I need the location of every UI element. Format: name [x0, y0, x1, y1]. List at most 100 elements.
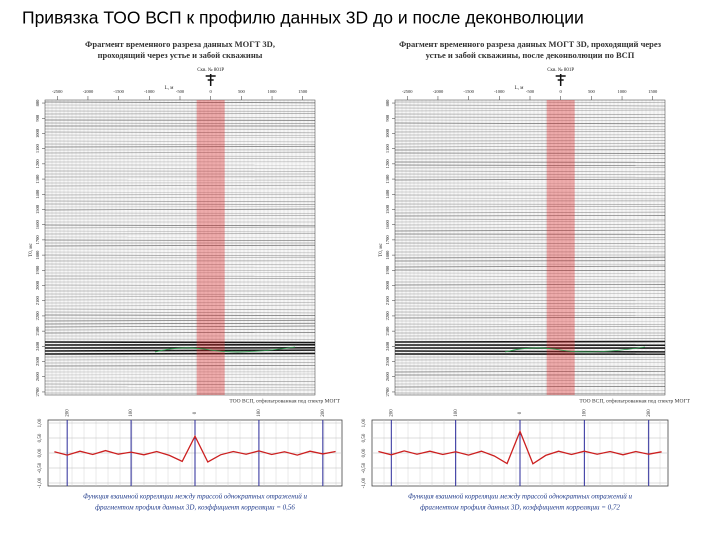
y-tick-label: 1500: [35, 204, 40, 214]
y-tick-label: 1300: [385, 174, 390, 184]
x-tick-label: 1000: [268, 89, 278, 94]
reflector: [44, 113, 316, 115]
reflector: [394, 307, 666, 310]
x-tick-label: 0: [560, 89, 563, 94]
reflector: [394, 256, 666, 259]
x-tick-label: 100: [582, 409, 587, 417]
y-tick-label: 2300: [385, 326, 390, 336]
reflector: [44, 230, 316, 233]
correlation-caption: Функция взаимной корреляции между трассо…: [408, 493, 633, 501]
x-tick-label: -2000: [83, 89, 94, 94]
reflector: [44, 383, 316, 386]
x-tick-label: 0: [518, 411, 523, 414]
reflector: [394, 272, 666, 274]
y-tick-label: 0,50: [362, 433, 367, 442]
y-tick-label: -0,50: [362, 462, 367, 473]
y-tick-label: 2500: [35, 356, 40, 366]
reflector: [44, 244, 316, 247]
reflector: [394, 197, 666, 200]
reflector: [44, 140, 316, 143]
y-tick-label: 1,00: [38, 418, 43, 427]
reflector: [394, 128, 666, 131]
x-tick-label: -2000: [433, 89, 444, 94]
reflector: [394, 314, 666, 317]
x-tick-label: -1000: [494, 89, 505, 94]
reflector: [44, 134, 316, 137]
reflector: [44, 311, 316, 314]
reflector: [44, 107, 316, 109]
x-tick-label: 100: [257, 409, 262, 417]
reflector: [394, 229, 666, 232]
reflector: [44, 122, 316, 124]
x-tick-label: 200: [321, 409, 326, 417]
well-label: Скв. № 801Р: [547, 67, 574, 73]
y-tick-label: 2400: [385, 341, 390, 351]
panel-heading: устье и забой скважины, после деконволюц…: [426, 50, 635, 60]
reflector: [394, 109, 666, 112]
reflector: [394, 164, 666, 166]
reflector: [394, 247, 666, 250]
reflector: [394, 302, 666, 305]
y-tick-label: 2400: [35, 341, 40, 351]
y-tick-label: 1600: [35, 219, 40, 229]
y-tick-label: 1500: [385, 204, 390, 214]
well-icon: [555, 74, 566, 86]
reflector: [44, 373, 316, 376]
y-tick-label: 2700: [385, 387, 390, 397]
reflector: [394, 218, 666, 221]
y-axis-label: T0, мс: [29, 243, 34, 257]
x-tick-label: -1500: [463, 89, 474, 94]
reflector: [44, 352, 316, 355]
well-icon: [205, 74, 216, 86]
reflector: [394, 278, 666, 281]
y-tick-label: 1200: [385, 159, 390, 169]
reflector: [394, 350, 666, 353]
y-tick-label: 1300: [35, 174, 40, 184]
y-tick-label: 2600: [385, 372, 390, 382]
y-tick-label: 1400: [385, 189, 390, 199]
reflector: [44, 380, 316, 382]
panel-heading: Фрагмент временного разреза данных МОГТ …: [85, 39, 275, 49]
reflector: [44, 131, 316, 134]
x-tick-label: 100: [454, 409, 459, 417]
y-tick-label: 1700: [385, 235, 390, 245]
reflector: [394, 223, 666, 226]
reflector: [44, 361, 316, 364]
reflector: [44, 203, 316, 205]
y-tick-label: 2000: [385, 280, 390, 290]
reflector: [394, 208, 666, 211]
reflector: [394, 269, 666, 272]
slide-title: Привязка ТОО ВСП к профилю данных 3D до …: [22, 8, 584, 28]
horizon-line: [154, 346, 296, 353]
reflector: [394, 326, 666, 328]
correlation-caption: Функция взаимной корреляции между трассо…: [83, 493, 308, 501]
y-tick-label: 1900: [385, 265, 390, 275]
reflector: [44, 196, 316, 199]
vsp-trace-band: [546, 100, 575, 395]
reflector: [44, 377, 316, 379]
reflector: [394, 188, 666, 190]
reflector: [44, 358, 316, 361]
y-tick-label: 1400: [35, 189, 40, 199]
reflector: [394, 242, 666, 244]
x-axis-label: L, м: [515, 86, 525, 91]
x-tick-label: 1500: [648, 89, 658, 94]
reflector: [394, 335, 666, 337]
y-tick-label: 0,50: [38, 433, 43, 442]
y-tick-label: 2600: [35, 372, 40, 382]
panel-heading: проходящий через устье и забой скважины: [98, 50, 263, 60]
reflector: [44, 257, 316, 259]
y-tick-label: 1800: [385, 250, 390, 260]
reflector: [394, 107, 666, 110]
horizon-line: [504, 346, 646, 353]
x-tick-label: 200: [647, 409, 652, 417]
reflector: [394, 358, 666, 361]
x-tick-label: -2500: [402, 89, 413, 94]
reflector: [44, 206, 316, 208]
reflector: [44, 322, 316, 325]
reflector: [394, 392, 666, 394]
reflector: [394, 311, 666, 313]
reflector: [44, 239, 316, 241]
x-tick-label: 100: [129, 409, 134, 417]
